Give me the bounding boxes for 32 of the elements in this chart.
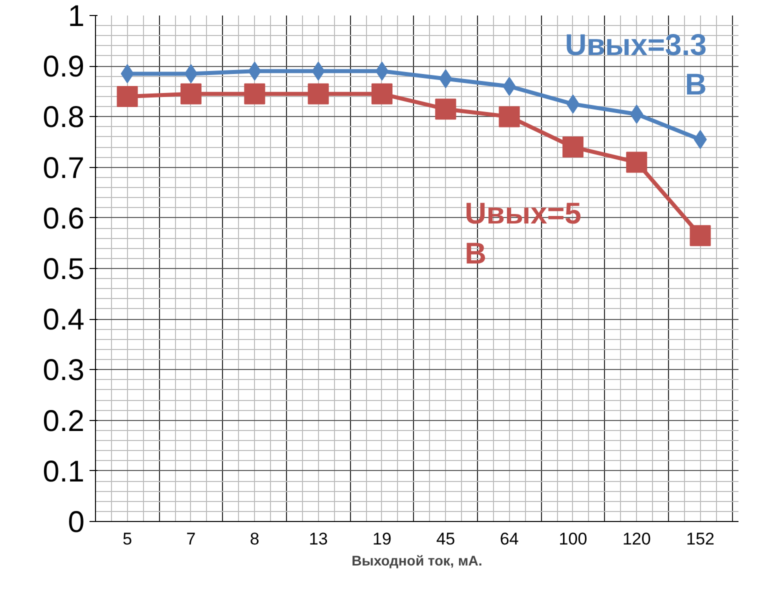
y-tick-label: 0.8 (42, 101, 85, 134)
point (308, 83, 329, 104)
y-tick-label: 0.9 (42, 50, 85, 84)
y-tick-label: 0.4 (42, 304, 85, 337)
y-tick-label: 0.7 (42, 152, 85, 185)
x-tick-label: 8 (250, 530, 260, 548)
x-tick-label: 19 (372, 530, 392, 548)
point (498, 106, 520, 128)
point (180, 83, 202, 104)
y-tick-label: 0.5 (42, 253, 85, 286)
y-tick-label: 0.1 (42, 455, 85, 488)
point (116, 86, 138, 107)
x-tick-label: 120 (622, 530, 651, 548)
point (626, 152, 648, 173)
x-tick-label: 13 (308, 530, 328, 548)
x-tick-label: 7 (186, 530, 196, 548)
y-tick-label: 0.2 (42, 404, 85, 438)
x-tick-label: 5 (122, 530, 132, 548)
x-tick-label: 152 (686, 530, 714, 548)
x-tick-label: 45 (436, 530, 456, 548)
point (244, 83, 266, 104)
point (562, 136, 584, 158)
x-tick-label: 100 (558, 530, 588, 548)
x-tick-label: 64 (500, 530, 519, 548)
point (371, 83, 392, 104)
y-tick-label: 1 (68, 0, 85, 33)
y-tick-label: 0.3 (42, 354, 85, 388)
point (435, 98, 456, 120)
y-tick-label: 0 (68, 506, 85, 539)
y-tick-label: 0.6 (42, 202, 85, 236)
point (690, 225, 711, 246)
x-axis-title: Выходной ток, мА. (352, 552, 482, 568)
